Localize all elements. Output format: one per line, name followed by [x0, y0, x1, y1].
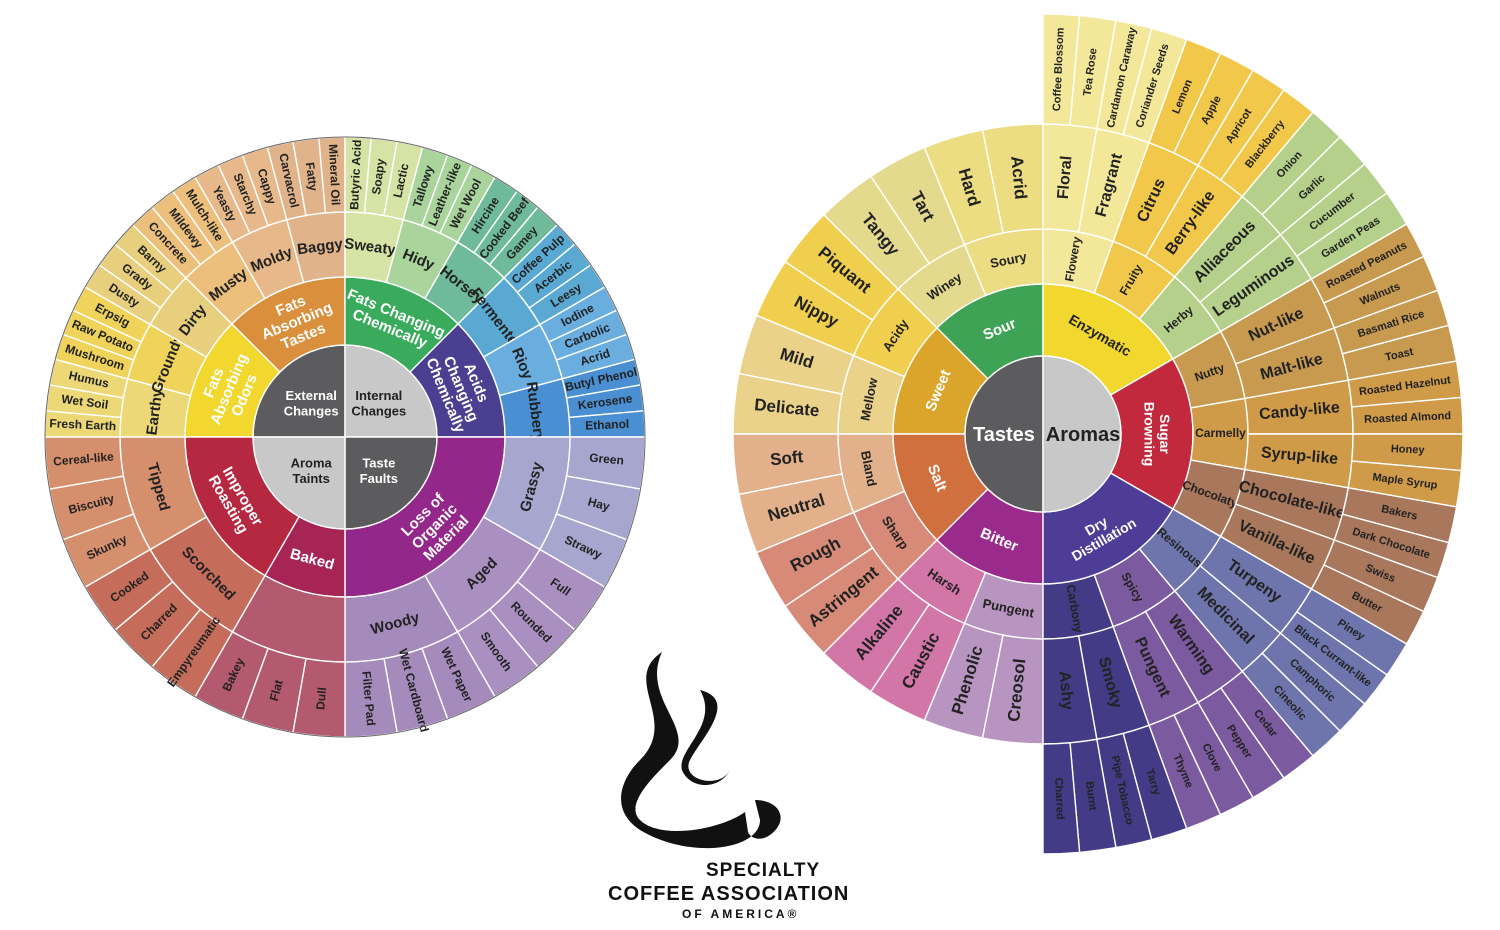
item-label: Hay — [586, 495, 611, 514]
taste-item-nippy — [755, 260, 874, 357]
aromas-hub-label: Aromas — [1046, 424, 1120, 446]
taste-item-phenolic — [923, 622, 1004, 739]
taste-item-tangy — [822, 175, 931, 291]
logo-line-1: SPECIALTY — [706, 860, 821, 881]
aroma-child-label: Charred — [1052, 777, 1066, 820]
taste-sub-label: Bland — [858, 449, 880, 487]
quadrant-label: External Changes — [284, 388, 339, 419]
taste-item-piquant — [784, 213, 900, 322]
aroma-child-label: Burnt — [1083, 781, 1099, 812]
taste-item-label: Acrid — [1007, 155, 1030, 200]
quadrant-label: Aroma Taints — [291, 456, 333, 487]
left-wheel-outline — [44, 136, 646, 738]
item-label: Flat — [267, 678, 286, 702]
aroma-sub-label: Carmelly — [1195, 426, 1246, 440]
defects-wheel: External ChangesFatsAbsorbingOdorsEarthyF… — [44, 136, 646, 738]
logo-line-2: COFFEE ASSOCIATION — [608, 883, 850, 905]
item-label: Green — [589, 451, 625, 468]
tastes-aromas-wheel: SourSouryAcridHardWineyTartTangySweetAci… — [732, 13, 1464, 855]
taste-item-delicate — [732, 372, 843, 435]
taste-item-caustic — [869, 603, 966, 722]
aroma-child-label: Coffee Blossom — [1051, 27, 1067, 111]
subgroup-label: Baggy — [296, 235, 344, 258]
subgroup-label: Sweaty — [343, 235, 397, 259]
taste-item-astringent — [784, 546, 900, 655]
taste-item-hard — [923, 129, 1004, 246]
aroma-child-label: Roasted Almond — [1364, 410, 1451, 426]
coffee-cup-logo-icon — [621, 652, 781, 849]
item-label: Butyric Acid — [347, 139, 364, 210]
item-label: Filter Pad — [359, 671, 378, 727]
taste-item-mild — [738, 314, 855, 395]
aromas-hub — [1042, 355, 1122, 513]
aroma-label: SugarBrowning — [1141, 402, 1172, 467]
aroma-item-label: Syrup-like — [1260, 444, 1339, 468]
taste-sub-label: Soury — [989, 249, 1029, 271]
taste-item-creosol — [981, 634, 1044, 745]
tastes-hub-label: Tastes — [973, 424, 1035, 446]
aroma-child-label: Honey — [1391, 443, 1426, 456]
subgroup-label: Earthy — [143, 387, 166, 436]
item-label: Ethanol — [585, 417, 630, 433]
item-label: Dull — [313, 687, 329, 711]
quadrant-label: Internal Changes — [351, 388, 406, 419]
logo-line-3: OF AMERICA® — [682, 907, 800, 921]
quadrant-label: Taste Faults — [360, 456, 398, 487]
item-label: Wet Soil — [61, 392, 110, 412]
item-label: Soapy — [369, 158, 388, 196]
item-label: Fresh Earth — [49, 416, 116, 433]
taste-item-rough — [755, 511, 874, 608]
taste-item-neutral — [738, 473, 855, 554]
item-label: Fatty — [303, 162, 321, 193]
aroma-item-label: Ashy — [1056, 670, 1076, 711]
item-label: Mineral Oil — [326, 144, 343, 206]
taste-item-label: Soft — [769, 447, 804, 469]
taste-item-tart — [869, 146, 966, 265]
tastes-hub — [964, 355, 1044, 513]
aroma-child-charred — [1042, 742, 1081, 855]
aroma-item-label: Floral — [1055, 155, 1076, 200]
taste-item-alkaline — [822, 577, 931, 693]
item-label: Cereal-like — [53, 449, 115, 468]
